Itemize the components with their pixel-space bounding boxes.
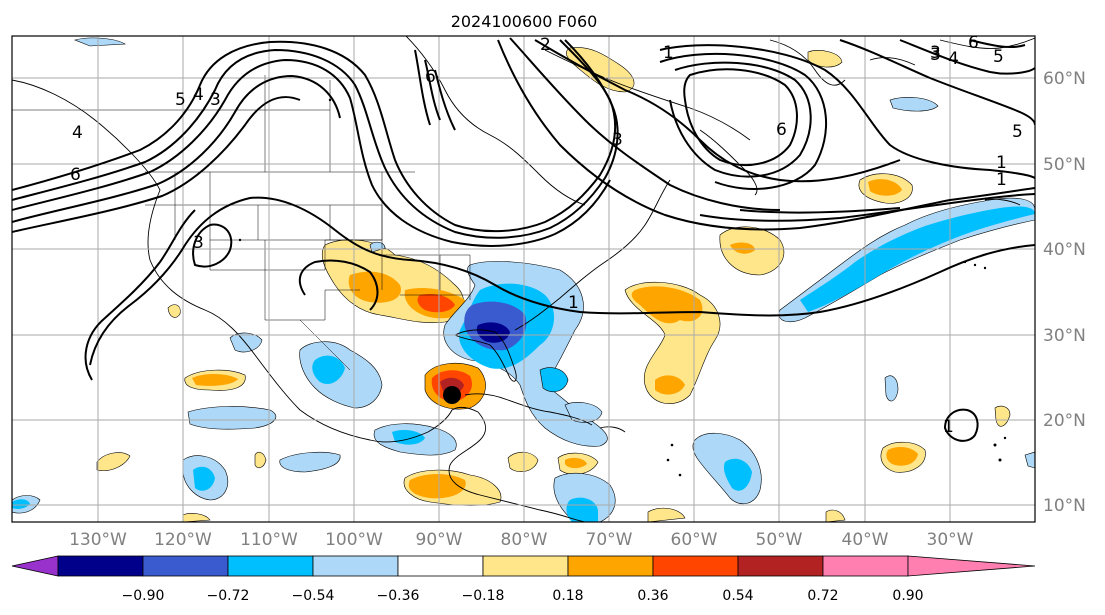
colorbar-tick-label: −0.54	[292, 588, 335, 604]
colorbar-segment	[822, 555, 909, 577]
contour-label: 5	[1012, 122, 1023, 142]
latitude-label: 30°N	[1043, 326, 1086, 346]
colorbar-tick-label: −0.36	[377, 588, 420, 604]
contour-label: 1	[943, 417, 954, 437]
colorbar-tick-label: −0.90	[122, 588, 165, 604]
colorbar-segment	[57, 555, 144, 577]
longitude-label: 110°W	[240, 530, 298, 550]
longitude-label: 80°W	[501, 530, 548, 550]
contour-label: 6	[968, 33, 979, 53]
colorbar-segment	[737, 555, 824, 577]
contour-label: 3	[210, 90, 221, 110]
map-area: 6 5 4 3 4 3 6 3 2 1 3 1 6 3 4 5 6 5 1 1 …	[12, 33, 1035, 522]
longitude-label: 40°W	[842, 530, 889, 550]
longitude-label: 50°W	[756, 530, 803, 550]
figure-title: 2024100600 F060	[451, 12, 598, 31]
latitude-label: 10°N	[1043, 496, 1086, 516]
contour-label: 1	[996, 170, 1007, 190]
contour-label: 6	[425, 67, 436, 87]
colorbar-segment	[227, 555, 314, 577]
contour-label: 4	[948, 49, 959, 69]
contour-label: 6	[776, 120, 787, 140]
contour-label: 4	[193, 85, 204, 105]
latitude-axis: 60°N 50°N 40°N 30°N 20°N 10°N	[1043, 69, 1086, 516]
longitude-label: 30°W	[927, 530, 974, 550]
contour-label: 3	[930, 45, 941, 65]
colorbar-segment	[312, 555, 399, 577]
contour-label: 3	[612, 130, 623, 150]
political-borders	[12, 75, 471, 371]
colorbar-extend-low	[11, 555, 59, 577]
contour-label: 2	[540, 35, 551, 55]
contour-label: 1	[996, 153, 1007, 173]
longitude-label: 100°W	[325, 530, 383, 550]
contour-label: 5	[993, 47, 1004, 67]
map-frame	[11, 35, 1036, 523]
contour-label: 3	[193, 233, 204, 253]
colorbar-tick-label: −0.72	[207, 588, 250, 604]
longitude-label: 130°W	[69, 530, 127, 550]
contour-label: 6	[70, 165, 81, 185]
negative-anomaly-shading	[12, 37, 1035, 522]
latitude-label: 60°N	[1043, 69, 1086, 89]
latitude-label: 40°N	[1043, 240, 1086, 260]
colorbar-tick-label: 0.18	[552, 588, 583, 604]
contour-label-group: 6 5 4 3 4 3 6 3 2 1 3 1 6 3 4 5 6 5 1 1 …	[70, 33, 1023, 437]
colorbar-segment	[142, 555, 229, 577]
colorbar-segment	[397, 555, 484, 577]
colorbar-extend-high	[907, 555, 1036, 577]
colorbar-tick-label: 0.36	[637, 588, 668, 604]
islands	[238, 98, 1007, 477]
contour-label: 1	[568, 293, 579, 313]
colorbar: −0.90 −0.72 −0.54 −0.36 −0.18 0.18 0.36 …	[11, 555, 1036, 604]
latitude-label: 20°N	[1043, 411, 1086, 431]
contour-lines	[12, 37, 1035, 442]
longitude-label: 120°W	[154, 530, 212, 550]
longitude-label: 60°W	[671, 530, 718, 550]
storm-center-marker	[443, 386, 461, 404]
colorbar-tick-label: 0.72	[807, 588, 838, 604]
colorbar-segment	[567, 555, 654, 577]
colorbar-tick-label: −0.18	[462, 588, 505, 604]
colorbar-tick-label: 0.90	[892, 588, 923, 604]
contour-label: 5	[175, 90, 186, 110]
contour-label: 1	[663, 43, 674, 63]
contour-label: 4	[72, 123, 83, 143]
colorbar-segment	[652, 555, 739, 577]
longitude-label: 90°W	[416, 530, 463, 550]
contour-label: 3	[930, 43, 941, 63]
longitude-label: 70°W	[586, 530, 633, 550]
longitude-axis: 130°W 120°W 110°W 100°W 90°W 80°W 70°W 6…	[69, 530, 974, 550]
colorbar-tick-label: 0.54	[722, 588, 753, 604]
colorbar-segment	[482, 555, 569, 577]
latitude-label: 50°N	[1043, 155, 1086, 175]
